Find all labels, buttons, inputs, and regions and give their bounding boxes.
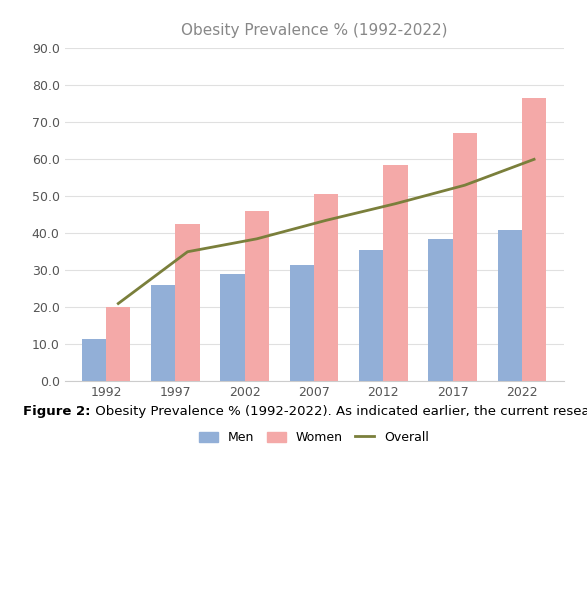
- Bar: [290, 265, 314, 381]
- Text: Figure 2:: Figure 2:: [23, 405, 91, 418]
- Bar: [106, 307, 130, 381]
- Bar: [359, 250, 383, 381]
- Bar: [383, 165, 407, 381]
- Bar: [151, 285, 176, 381]
- Bar: [245, 211, 269, 381]
- Bar: [221, 274, 245, 381]
- Legend: Men, Women, Overall: Men, Women, Overall: [195, 427, 433, 448]
- Bar: [522, 98, 546, 381]
- Bar: [82, 339, 106, 381]
- Bar: [176, 224, 200, 381]
- Bar: [429, 239, 453, 381]
- Title: Obesity Prevalence % (1992-2022): Obesity Prevalence % (1992-2022): [181, 22, 447, 38]
- Bar: [498, 229, 522, 381]
- Bar: [314, 194, 338, 381]
- Bar: [453, 134, 477, 381]
- Text: Obesity Prevalence % (1992-2022). As indicated earlier, the current research pap: Obesity Prevalence % (1992-2022). As ind…: [91, 405, 587, 418]
